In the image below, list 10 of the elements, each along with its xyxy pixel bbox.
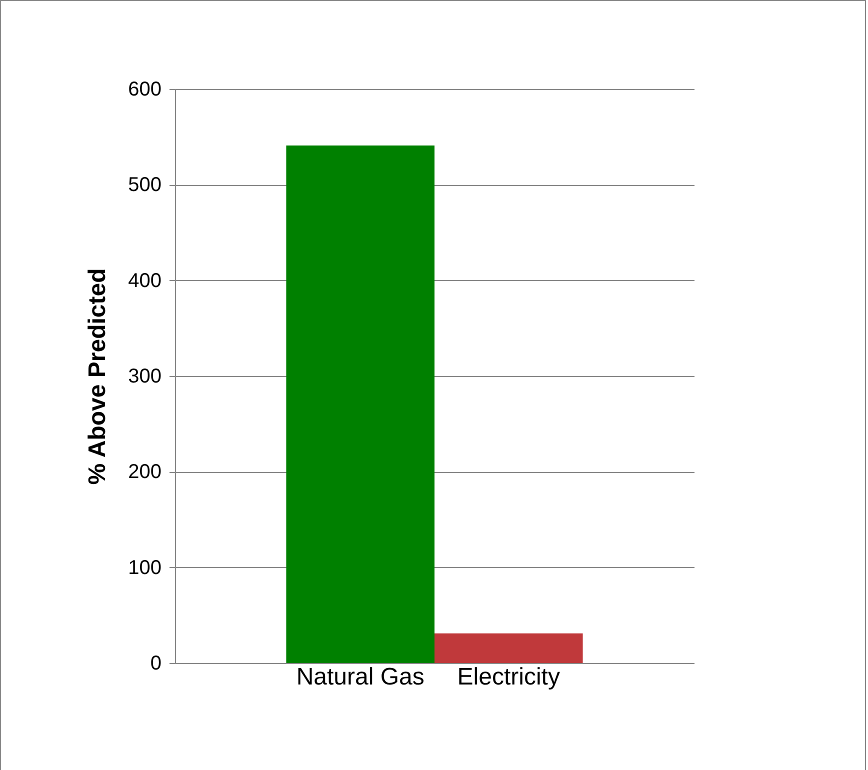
x-tick-label: Electricity xyxy=(457,664,560,690)
y-tick-label: 400 xyxy=(128,270,162,292)
y-axis-title: % Above Predicted xyxy=(84,268,112,485)
y-tick-label: 0 xyxy=(150,652,162,674)
y-tick-label: 300 xyxy=(128,366,162,388)
y-tick-label: 200 xyxy=(128,461,162,484)
y-tick-label: 100 xyxy=(128,556,162,579)
y-tick-label: 500 xyxy=(128,174,162,196)
y-tick-label: 600 xyxy=(128,78,162,100)
x-tick-label: Natural Gas xyxy=(296,664,424,690)
